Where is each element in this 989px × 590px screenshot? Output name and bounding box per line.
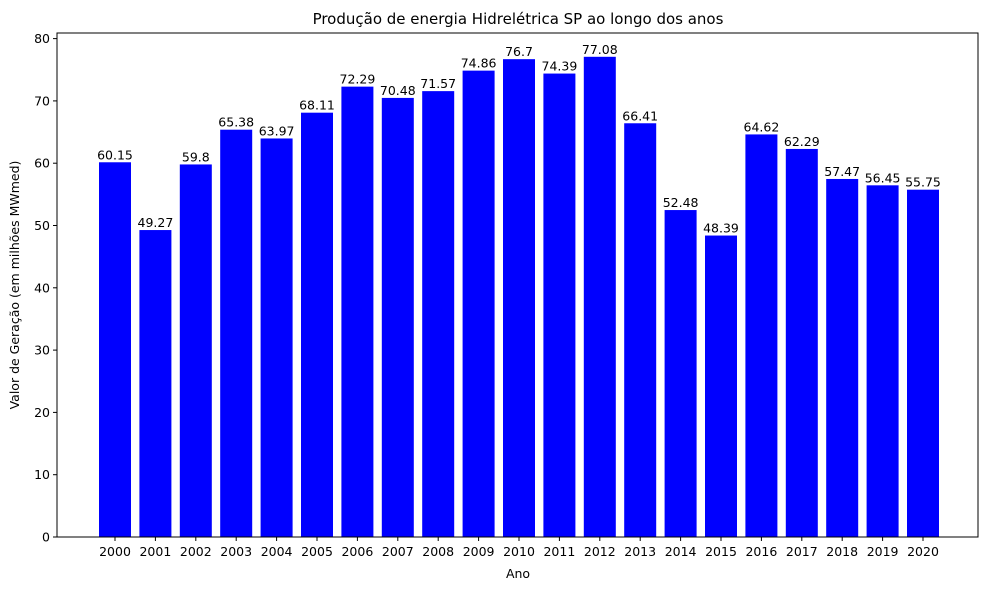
bar-2013 xyxy=(624,123,657,537)
bar-value-label: 60.15 xyxy=(97,147,133,162)
x-tick-label: 2014 xyxy=(665,544,697,559)
bar-2005 xyxy=(301,112,333,537)
plot-area: 0 10 20 30 40 50 60 70 80 60.15 2000 49.27 2001 59.8 2… xyxy=(34,31,941,559)
bar-value-label: 52.48 xyxy=(663,195,699,210)
x-tick-label: 2010 xyxy=(503,544,535,559)
bar-2009 xyxy=(462,70,495,538)
x-tick-label: 2008 xyxy=(422,544,454,559)
bar-2000 xyxy=(99,162,131,538)
x-tick-label: 2011 xyxy=(543,544,575,559)
chart-title: Produção de energia Hidrelétrica SP ao l… xyxy=(313,10,724,28)
x-tick-label: 2018 xyxy=(826,544,858,559)
bar-2006 xyxy=(341,86,374,537)
plot-frame xyxy=(56,32,979,538)
x-tick-label: 2015 xyxy=(705,544,737,559)
bar-value-label: 64.62 xyxy=(744,119,780,134)
bar-value-label: 70.48 xyxy=(380,83,416,98)
bar-value-label: 72.29 xyxy=(340,72,376,87)
x-axis-title: Ano xyxy=(506,566,530,581)
x-tick-label: 2002 xyxy=(180,544,212,559)
y-tick-label: 40 xyxy=(34,280,50,295)
bar-value-label: 55.75 xyxy=(905,175,941,190)
x-tick-label: 2000 xyxy=(99,544,131,559)
x-tick-label: 2016 xyxy=(745,544,777,559)
bar-2002 xyxy=(179,164,212,537)
bar-value-label: 56.45 xyxy=(865,170,901,185)
y-tick-label: 10 xyxy=(34,467,50,482)
bar-2016 xyxy=(745,134,778,538)
x-tick-label: 2019 xyxy=(867,544,899,559)
x-tick-label: 2020 xyxy=(907,544,939,559)
x-tick-label: 2013 xyxy=(624,544,656,559)
y-tick-label: 0 xyxy=(42,530,50,545)
y-tick-label: 20 xyxy=(34,405,50,420)
bar-2007 xyxy=(381,97,414,537)
bar-value-label: 59.8 xyxy=(182,149,210,164)
bar-value-label: 66.41 xyxy=(622,108,658,123)
bar-value-label: 57.47 xyxy=(824,164,860,179)
bar-2017 xyxy=(785,148,818,537)
bar-value-label: 77.08 xyxy=(582,42,618,57)
x-tick-label: 2004 xyxy=(261,544,293,559)
x-tick-label: 2006 xyxy=(341,544,373,559)
bar-value-label: 76.7 xyxy=(505,44,533,59)
x-tick-label: 2017 xyxy=(786,544,818,559)
x-tick-label: 2009 xyxy=(463,544,495,559)
bar-value-label: 68.11 xyxy=(299,98,335,113)
x-tick-label: 2007 xyxy=(382,544,414,559)
x-tick-label: 2005 xyxy=(301,544,333,559)
bar-value-label: 65.38 xyxy=(218,115,254,130)
bar-2004 xyxy=(260,138,293,537)
y-tick-label: 60 xyxy=(34,156,50,171)
x-tick-label: 2001 xyxy=(139,544,171,559)
bar-value-label: 74.39 xyxy=(542,59,578,74)
bar-value-label: 48.39 xyxy=(703,221,739,236)
x-tick-label: 2003 xyxy=(220,544,252,559)
bar-value-label: 49.27 xyxy=(138,215,174,230)
bar-2010 xyxy=(503,59,535,537)
y-tick-label: 50 xyxy=(34,218,50,233)
bar-2008 xyxy=(422,91,455,537)
bar-2011 xyxy=(543,73,576,538)
bar-2001 xyxy=(139,230,172,537)
y-tick-label: 80 xyxy=(34,31,50,46)
y-tick-label: 70 xyxy=(34,93,50,108)
x-tick-label: 2012 xyxy=(584,544,616,559)
bar-2003 xyxy=(220,129,253,537)
bar-2018 xyxy=(826,178,859,538)
bar-value-label: 63.97 xyxy=(259,123,295,138)
y-tick-label: 30 xyxy=(34,343,50,358)
bar-2020 xyxy=(907,189,939,538)
y-axis-title: Valor de Geração (em milhões MWmed) xyxy=(7,161,22,410)
bar-value-label: 62.29 xyxy=(784,134,820,149)
bar-value-label: 71.57 xyxy=(420,76,456,91)
bar-2014 xyxy=(664,210,697,537)
bar-2012 xyxy=(583,56,616,537)
bar-2019 xyxy=(866,185,899,537)
bar-2015 xyxy=(705,235,737,537)
bar-value-label: 74.86 xyxy=(461,56,497,71)
